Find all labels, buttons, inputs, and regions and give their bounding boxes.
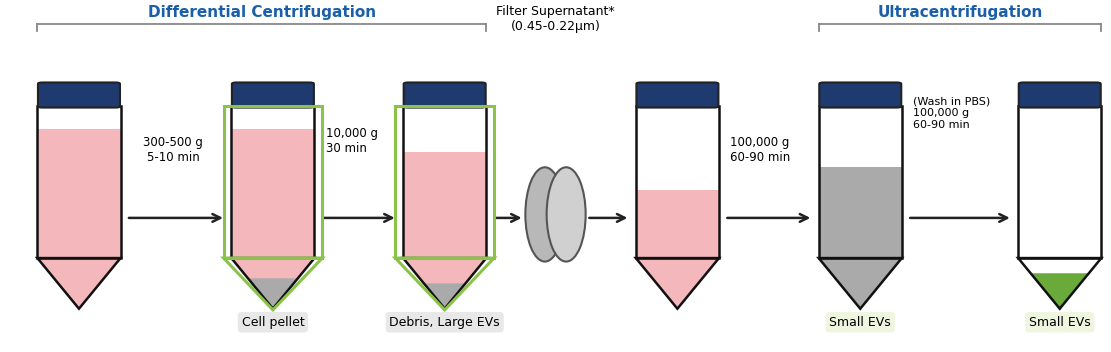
Text: Filter Supernatant*
(0.45-0.22μm): Filter Supernatant* (0.45-0.22μm) bbox=[497, 5, 614, 33]
Polygon shape bbox=[819, 258, 902, 309]
Text: 10,000 g
30 min: 10,000 g 30 min bbox=[326, 127, 378, 155]
Polygon shape bbox=[403, 258, 487, 309]
Polygon shape bbox=[819, 167, 902, 258]
Polygon shape bbox=[1018, 106, 1101, 258]
Polygon shape bbox=[38, 106, 120, 258]
Text: Ultracentrifugation: Ultracentrifugation bbox=[878, 5, 1043, 20]
Text: Debris, Large EVs: Debris, Large EVs bbox=[389, 316, 500, 329]
Text: Cell pellet: Cell pellet bbox=[241, 316, 304, 329]
Polygon shape bbox=[403, 152, 487, 258]
Ellipse shape bbox=[547, 167, 585, 262]
FancyBboxPatch shape bbox=[819, 82, 901, 108]
Polygon shape bbox=[819, 106, 902, 258]
Polygon shape bbox=[424, 283, 466, 309]
Text: Small EVs: Small EVs bbox=[1029, 316, 1091, 329]
Polygon shape bbox=[1018, 258, 1101, 309]
Text: (Wash in PBS)
100,000 g
60-90 min: (Wash in PBS) 100,000 g 60-90 min bbox=[913, 96, 990, 130]
FancyBboxPatch shape bbox=[232, 82, 314, 108]
Polygon shape bbox=[635, 190, 719, 258]
Polygon shape bbox=[635, 258, 719, 309]
FancyBboxPatch shape bbox=[38, 82, 120, 108]
Polygon shape bbox=[403, 106, 487, 258]
Polygon shape bbox=[231, 106, 314, 258]
Ellipse shape bbox=[526, 167, 564, 262]
Polygon shape bbox=[635, 258, 719, 309]
Polygon shape bbox=[635, 106, 719, 258]
Polygon shape bbox=[819, 258, 902, 309]
Polygon shape bbox=[38, 258, 120, 309]
Polygon shape bbox=[1031, 273, 1089, 309]
Text: Differential Centrifugation: Differential Centrifugation bbox=[148, 5, 376, 20]
Polygon shape bbox=[231, 129, 314, 258]
Polygon shape bbox=[231, 258, 314, 309]
Text: Small EVs: Small EVs bbox=[830, 316, 891, 329]
FancyBboxPatch shape bbox=[1019, 82, 1101, 108]
Polygon shape bbox=[248, 278, 298, 309]
Polygon shape bbox=[38, 129, 120, 258]
Text: 100,000 g
60-90 min: 100,000 g 60-90 min bbox=[730, 136, 790, 164]
Text: 300-500 g
5-10 min: 300-500 g 5-10 min bbox=[143, 136, 203, 164]
FancyBboxPatch shape bbox=[403, 82, 486, 108]
FancyBboxPatch shape bbox=[637, 82, 719, 108]
Polygon shape bbox=[231, 258, 314, 309]
Polygon shape bbox=[38, 258, 120, 309]
Polygon shape bbox=[403, 258, 487, 309]
